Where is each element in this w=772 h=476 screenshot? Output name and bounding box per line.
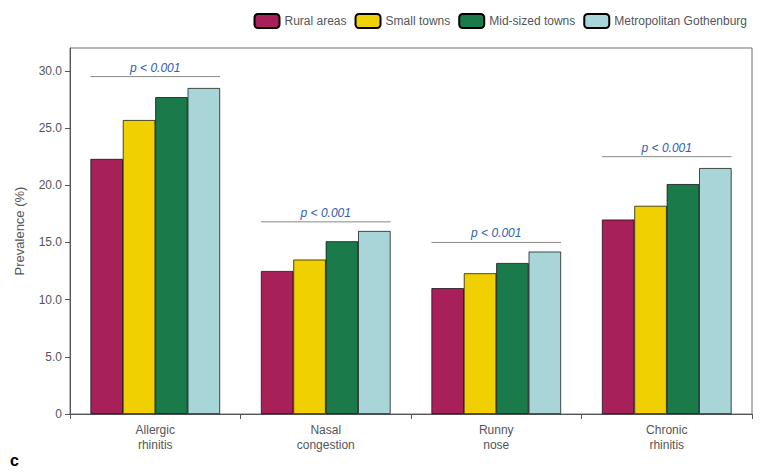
- svg-text:c: c: [10, 452, 19, 469]
- svg-text:p < 0.001: p < 0.001: [470, 226, 521, 240]
- svg-text:p < 0.001: p < 0.001: [129, 61, 180, 75]
- svg-text:Allergic: Allergic: [136, 423, 175, 437]
- svg-text:Small towns: Small towns: [386, 14, 451, 28]
- svg-text:25.0: 25.0: [39, 121, 63, 135]
- svg-text:0: 0: [55, 407, 62, 421]
- svg-text:Metropolitan Gothenburg: Metropolitan Gothenburg: [614, 14, 747, 28]
- svg-text:Runny: Runny: [479, 423, 514, 437]
- svg-text:Nasal: Nasal: [310, 423, 341, 437]
- svg-text:Chronic: Chronic: [646, 423, 687, 437]
- svg-text:nose: nose: [483, 438, 509, 452]
- svg-text:rhinitis: rhinitis: [649, 438, 684, 452]
- svg-text:15.0: 15.0: [39, 235, 63, 249]
- svg-text:Mid-sized towns: Mid-sized towns: [489, 14, 575, 28]
- svg-text:30.0: 30.0: [39, 64, 63, 78]
- svg-text:Prevalence (%): Prevalence (%): [12, 187, 27, 276]
- svg-text:Rural areas: Rural areas: [285, 14, 347, 28]
- svg-text:10.0: 10.0: [39, 293, 63, 307]
- svg-text:p < 0.001: p < 0.001: [300, 206, 351, 220]
- svg-text:20.0: 20.0: [39, 178, 63, 192]
- svg-text:rhinitis: rhinitis: [138, 438, 173, 452]
- svg-text:5.0: 5.0: [45, 350, 62, 364]
- svg-text:p < 0.001: p < 0.001: [641, 141, 692, 155]
- svg-text:congestion: congestion: [297, 438, 355, 452]
